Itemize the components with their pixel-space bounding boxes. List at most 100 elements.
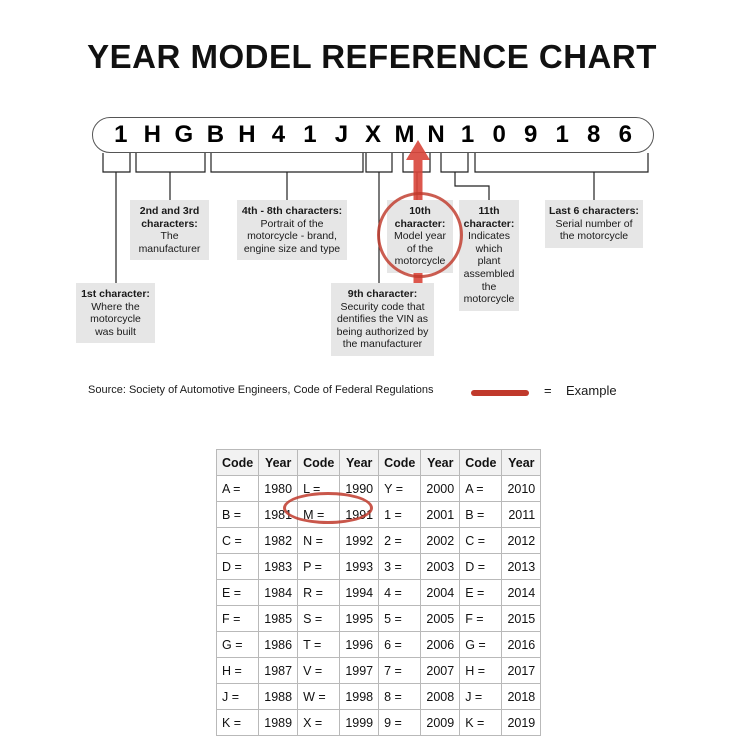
table-cell-code: C =	[215, 527, 260, 554]
table-header-row: Code Year Code Year Code Year Code Year	[215, 449, 542, 476]
table-cell-year: 2013	[501, 553, 542, 580]
table-cell-code: 7 =	[378, 657, 422, 684]
table-cell-year: 1996	[339, 631, 380, 658]
table-cell-year: 1986	[258, 631, 299, 658]
vin-char-8: J	[334, 121, 349, 148]
vin-char-1: 1	[114, 121, 128, 148]
table-cell-year: 2004	[420, 579, 461, 606]
callout-11th-character: 11th character: Indicates which plant as…	[459, 200, 519, 311]
table-cell-year: 2010	[501, 475, 542, 502]
vin-char-7: 1	[303, 121, 317, 148]
table-cell-code: T =	[297, 631, 341, 658]
vin-char-2: H	[143, 121, 161, 148]
table-cell-year: 2017	[501, 657, 542, 684]
table-cell-code: F =	[459, 605, 503, 632]
table-cell-year: 1983	[258, 553, 299, 580]
table-cell-code: E =	[215, 579, 260, 606]
source-text: Source: Society of Automotive Engineers,…	[88, 384, 434, 396]
callout-last-6-characters: Last 6 characters: Serial number of the …	[545, 200, 643, 248]
callout-9th-character: 9th character: Security code that dentif…	[331, 283, 434, 356]
callout-heading: 9th character:	[347, 288, 418, 300]
legend-equals-sign: =	[544, 383, 552, 398]
table-cell-year: 2008	[420, 683, 461, 710]
table-cell-year: 2019	[501, 709, 542, 736]
vin-char-9: X	[365, 121, 382, 148]
table-cell-code: Y =	[378, 475, 422, 502]
table-cell-year: 1992	[339, 527, 380, 554]
table-cell-year: 1999	[339, 709, 380, 736]
table-cell-code: X =	[297, 709, 341, 736]
table-row: J = 1988 W = 1998 8 = 2008 J = 2018	[215, 683, 542, 710]
year-code-table: Code Year Code Year Code Year Code Year A = 1980…	[215, 449, 542, 736]
red-highlight-circle-10th-character	[377, 192, 463, 278]
table-cell-code: D =	[459, 553, 503, 580]
vin-char-17: 6	[618, 121, 632, 148]
table-header-cell-1: Year	[258, 449, 299, 476]
table-header-cell-5: Year	[420, 449, 461, 476]
table-cell-year: 2014	[501, 579, 542, 606]
year-code-table-wrap: Code Year Code Year Code Year Code Year A = 1980…	[215, 449, 542, 736]
table-cell-code: B =	[215, 501, 260, 528]
table-cell-code: 8 =	[378, 683, 422, 710]
table-cell-year: 1984	[258, 579, 299, 606]
vin-char-12: 1	[460, 121, 475, 148]
table-cell-code: V =	[297, 657, 341, 684]
table-cell-year: 1988	[258, 683, 299, 710]
table-row: K = 1989 X = 1999 9 = 2009 K = 2019	[215, 709, 542, 736]
callout-1st-character: 1st character: Where the motorcycle was …	[76, 283, 155, 344]
table-header-cell-2: Code	[297, 449, 341, 476]
table-cell-code: J =	[459, 683, 503, 710]
callout-heading: 11th character:	[463, 205, 515, 230]
table-cell-code: G =	[459, 631, 503, 658]
table-cell-code: 9 =	[378, 709, 422, 736]
table-cell-code: B =	[459, 501, 503, 528]
table-cell-code: C =	[459, 527, 503, 554]
table-cell-code: 4 =	[378, 579, 422, 606]
callout-heading: 2nd and 3rd characters:	[139, 205, 200, 230]
table-cell-code: E =	[459, 579, 503, 606]
table-cell-year: 1989	[258, 709, 299, 736]
legend-red-line-swatch	[471, 390, 529, 396]
table-row: C = 1982 N = 1992 2 = 2002 C = 2012	[215, 527, 542, 554]
table-cell-code: P =	[297, 553, 341, 580]
table-cell-code: 1 =	[378, 501, 422, 528]
source-row: Source: Society of Automotive Engineers,…	[88, 383, 648, 402]
table-cell-year: 1994	[339, 579, 380, 606]
table-header-cell-7: Year	[501, 449, 542, 476]
callout-heading: 1st character:	[81, 288, 150, 300]
table-cell-code: M =	[297, 501, 341, 528]
table-cell-year: 2002	[420, 527, 461, 554]
table-cell-year: 2015	[501, 605, 542, 632]
table-cell-year: 2005	[420, 605, 461, 632]
table-row: A = 1980 L = 1990 Y = 2000 A = 2010	[215, 475, 542, 502]
vin-char-10: M	[394, 121, 415, 148]
callout-body: Security code that dentifies the VIN as …	[336, 300, 429, 351]
table-cell-code: S =	[297, 605, 341, 632]
page-title: YEAR MODEL REFERENCE CHART	[87, 38, 657, 75]
table-cell-year: 2011	[501, 501, 542, 528]
table-cell-year: 2001	[420, 501, 461, 528]
table-cell-code: 6 =	[378, 631, 422, 658]
callout-body: Portrait of the motorcycle - brand, engi…	[243, 217, 341, 255]
table-cell-code: H =	[215, 657, 260, 684]
vin-char-5: H	[238, 121, 256, 148]
legend-label: Example	[566, 383, 617, 398]
table-cell-year: 1980	[258, 475, 299, 502]
table-row: G = 1986 T = 1996 6 = 2006 G = 2016	[215, 631, 542, 658]
table-cell-code: L =	[297, 475, 341, 502]
table-header-cell-3: Year	[339, 449, 380, 476]
table-cell-year: 1985	[258, 605, 299, 632]
table-header-cell-4: Code	[378, 449, 422, 476]
table-cell-year: 2009	[420, 709, 461, 736]
callout-2nd-3rd-characters: 2nd and 3rd characters: The manufacturer	[130, 200, 209, 261]
table-cell-year: 1987	[258, 657, 299, 684]
vin-char-4: B	[206, 121, 225, 148]
table-cell-year: 2012	[501, 527, 542, 554]
callout-4th-8th-characters: 4th - 8th characters: Portrait of the mo…	[237, 200, 347, 261]
table-cell-year: 1993	[339, 553, 380, 580]
callout-body: The manufacturer	[138, 230, 201, 255]
table-cell-code: A =	[215, 475, 260, 502]
table-cell-code: N =	[297, 527, 341, 554]
